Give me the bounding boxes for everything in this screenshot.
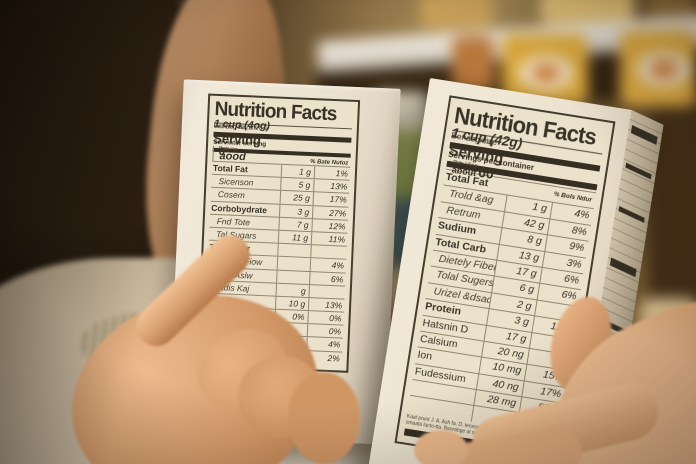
cereal-bowl-art	[638, 52, 690, 86]
cereal-box-blur	[420, 0, 494, 28]
cereal-bowl-art	[520, 56, 572, 90]
right-hand-fingertip	[414, 430, 468, 464]
cereal-box-blur	[620, 30, 696, 106]
left-hand-thumb	[288, 372, 360, 464]
cereal-box-blur	[502, 34, 588, 104]
